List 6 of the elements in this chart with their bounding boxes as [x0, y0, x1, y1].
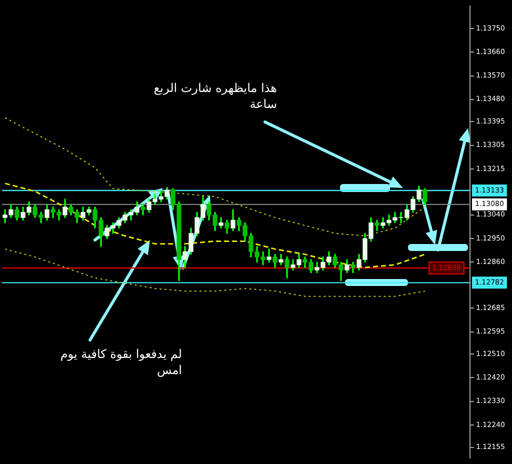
line-series: [4, 248, 426, 297]
annotation: لم يدفعوا بقوة كافية يوم امس: [59, 346, 182, 378]
annotation: هذا مايظهره شارت الربع ساعة: [152, 80, 277, 112]
line-series: [4, 182, 426, 268]
line-series: [4, 117, 426, 236]
candlestick: [266, 248, 272, 263]
